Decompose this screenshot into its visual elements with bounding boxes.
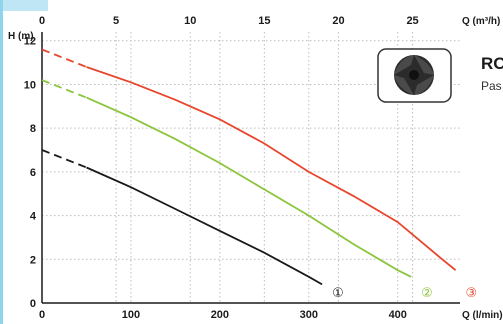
y-tick-label: 12 xyxy=(24,36,36,48)
y-tick-label: 4 xyxy=(30,211,37,223)
impeller-image xyxy=(377,48,452,103)
x-bottom-tick-label: 300 xyxy=(300,309,318,321)
x-top-axis-label: Q (m³/h) xyxy=(462,16,500,27)
series-line-1 xyxy=(86,166,323,286)
x-top-tick-label: 5 xyxy=(113,15,119,27)
x-bottom-tick-label: 100 xyxy=(122,309,140,321)
side-title: RO xyxy=(481,54,503,73)
series-line-3 xyxy=(86,66,457,271)
y-tick-label: 6 xyxy=(30,167,36,179)
series-group: ① ② ③ xyxy=(41,48,478,301)
x-bottom-axis-label: Q (l/min) xyxy=(462,310,503,321)
series-label-2: ② xyxy=(421,286,433,301)
series-label-3: ③ xyxy=(466,286,478,301)
x-top-tick-label: 20 xyxy=(332,15,344,27)
x-top-ticks: 0 5 10 15 20 25 xyxy=(39,15,419,27)
series-line-dashed-3 xyxy=(41,48,87,68)
series-line-dashed-2 xyxy=(41,79,87,99)
x-top-tick-label: 0 xyxy=(39,15,45,27)
x-bottom-tick-label: 200 xyxy=(211,309,229,321)
x-top-tick-label: 15 xyxy=(258,15,270,27)
x-bottom-tick-label: 400 xyxy=(389,309,407,321)
series-label-1: ① xyxy=(332,286,344,301)
series-line-2 xyxy=(86,96,412,278)
left-border xyxy=(0,0,3,324)
x-top-tick-label: 25 xyxy=(406,15,418,27)
x-bottom-tick-label: 0 xyxy=(39,309,45,321)
y-tick-label: 0 xyxy=(30,298,36,310)
y-ticks: 0 2 4 6 8 10 12 xyxy=(24,36,37,310)
axes xyxy=(41,32,460,304)
y-tick-label: 8 xyxy=(30,123,36,135)
y-tick-label: 10 xyxy=(24,79,36,91)
y-axis-label: H (m) xyxy=(8,31,34,42)
y-tick-label: 2 xyxy=(30,254,36,266)
series-line-dashed-1 xyxy=(41,149,87,169)
x-top-tick-label: 10 xyxy=(184,15,196,27)
header-tab xyxy=(0,0,48,11)
x-bottom-ticks: 0 100 200 300 400 xyxy=(39,309,407,321)
side-subtitle: Pas xyxy=(481,79,502,93)
